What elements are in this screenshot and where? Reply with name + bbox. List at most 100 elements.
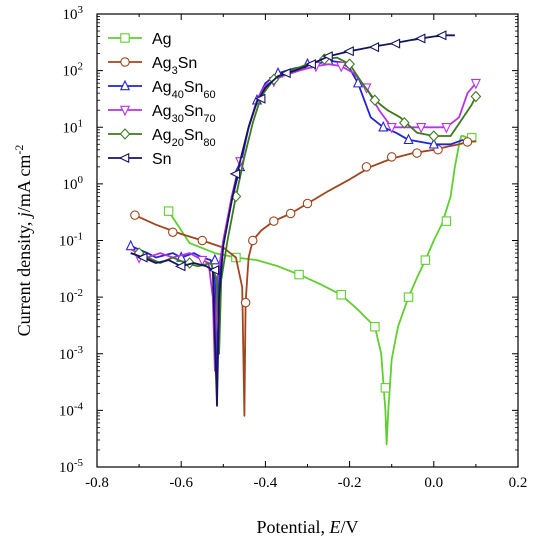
x-tick-label: -0.2: [338, 475, 362, 491]
y-axis-label-var: j: [14, 212, 34, 219]
data-point: [240, 297, 251, 308]
data-point: [229, 168, 241, 179]
data-point: [269, 216, 279, 226]
x-axis-label-unit: /V: [341, 517, 359, 537]
y-tick-label: 10-2: [59, 287, 83, 306]
data-point: [428, 130, 440, 142]
x-axis-label-text: Potential,: [257, 517, 330, 537]
legend-label: Ag3Sn: [152, 55, 197, 77]
data-point: [398, 116, 410, 129]
y-tick-label: 103: [63, 4, 84, 23]
data-point: [209, 253, 220, 265]
axis-ticks: -0.8 -0.6 -0.4 -0.2 0.0 0.2 10-5 10-4 10-3 10-2 10…: [59, 4, 528, 491]
series-ag3sn: [130, 137, 476, 417]
y-tick-label: 10-4: [59, 400, 84, 419]
data-point: [386, 152, 397, 162]
legend-marker: [120, 57, 130, 67]
x-tick-label: -0.4: [254, 475, 278, 491]
data-point: [403, 292, 414, 302]
x-tick-label: -0.6: [169, 475, 193, 491]
x-tick-label: 0.0: [424, 475, 443, 491]
legend-label: Ag20Sn80: [152, 127, 216, 149]
data-point: [412, 148, 422, 158]
y-tick-label: 101: [63, 117, 84, 136]
data-point: [420, 255, 431, 265]
legend-label: Ag30Sn70: [152, 103, 216, 125]
data-point: [137, 252, 148, 263]
x-tick-label: -0.8: [85, 475, 109, 491]
legend-item: Ag30Sn70: [108, 103, 216, 125]
legend-item: Ag40Sn60: [108, 79, 216, 101]
data-point: [302, 198, 313, 209]
data-point: [380, 383, 391, 393]
legend-item: Sn: [108, 151, 172, 168]
data-point: [428, 138, 439, 149]
data-point: [414, 33, 426, 44]
data-point: [361, 162, 372, 172]
data-point: [344, 58, 355, 70]
legend-item: Ag3Sn: [108, 55, 197, 77]
y-tick-label: 100: [63, 174, 84, 193]
data-point: [368, 42, 380, 53]
data-point: [403, 133, 414, 145]
data-point: [168, 227, 178, 237]
data-point: [378, 120, 389, 132]
data-point: [336, 290, 346, 300]
data-point: [208, 265, 220, 276]
data-point: [197, 255, 208, 267]
legend-label: Sn: [152, 151, 172, 168]
data-point: [441, 216, 452, 226]
legend-marker: [120, 33, 130, 43]
data-point: [285, 208, 296, 219]
legend-marker: [119, 79, 131, 91]
y-axis-label-exp: -2: [12, 145, 26, 155]
x-axis-label-var: E: [329, 517, 341, 537]
legend-marker: [119, 105, 131, 117]
series-line: [130, 63, 477, 372]
data-point: [248, 235, 258, 246]
legend-item: Ag: [108, 31, 172, 48]
x-axis-label: Potential, E/V: [257, 517, 359, 537]
data-point: [254, 93, 266, 104]
y-tick-label: 102: [63, 61, 84, 80]
data-point: [343, 46, 354, 57]
data-point: [336, 61, 347, 73]
legend-label: Ag: [152, 31, 172, 48]
y-axis-label-text: Current density,: [14, 217, 34, 336]
series-line: [134, 140, 476, 417]
data-point: [163, 206, 174, 216]
y-axis-label-unit: /mA cm: [14, 155, 34, 213]
y-axis-label: Current density, j/mA cm-2: [12, 145, 34, 337]
data-point: [197, 235, 208, 246]
x-tick-label: 0.2: [509, 475, 528, 491]
data-point: [130, 210, 140, 220]
legend-item: Ag20Sn80: [108, 127, 216, 149]
data-point: [386, 123, 397, 134]
data-point: [435, 30, 447, 41]
legend-marker: [119, 128, 131, 140]
data-point: [294, 269, 304, 280]
data-point: [462, 137, 473, 147]
y-tick-label: 10-3: [59, 344, 84, 363]
data-point: [470, 90, 482, 103]
data-point: [125, 239, 136, 251]
data-point: [370, 321, 380, 332]
data-point: [352, 76, 364, 88]
data-point: [305, 59, 316, 70]
data-point: [441, 123, 452, 134]
legend-marker: [118, 152, 130, 164]
y-tick-label: 10-1: [59, 231, 83, 250]
y-tick-label: 10-5: [59, 457, 84, 476]
data-point: [280, 68, 291, 79]
data-point: [416, 123, 427, 134]
legend-label: Ag40Sn60: [152, 79, 216, 101]
data-point: [470, 78, 481, 90]
series-line: [130, 59, 464, 372]
series-sn: [130, 30, 455, 407]
data-point: [389, 38, 401, 49]
series-group: [125, 30, 482, 446]
data-point: [174, 261, 186, 272]
data-point: [369, 94, 381, 107]
